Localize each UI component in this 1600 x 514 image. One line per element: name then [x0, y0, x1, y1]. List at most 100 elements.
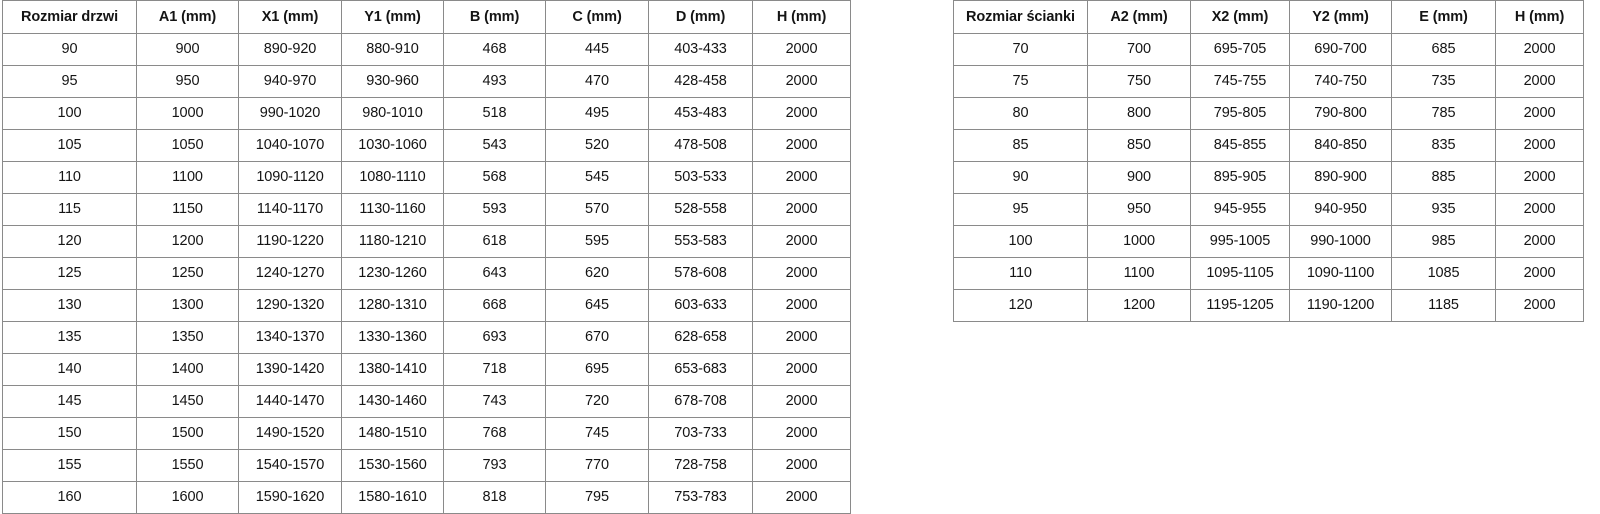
walls-cell: 1090-1100: [1289, 257, 1392, 290]
doors-cell: 1290-1320: [238, 289, 342, 322]
walls-column-header-4: E (mm): [1391, 0, 1496, 34]
walls-cell: 785: [1391, 97, 1496, 130]
walls-cell: 2000: [1495, 257, 1584, 290]
doors-cell: 110: [2, 161, 137, 194]
doors-cell: 503-533: [648, 161, 753, 194]
walls-cell: 700: [1087, 33, 1191, 66]
walls-cell: 735: [1391, 65, 1496, 98]
doors-cell: 770: [545, 449, 649, 482]
doors-cell: 1000: [136, 97, 239, 130]
doors-cell: 2000: [752, 161, 851, 194]
doors-cell: 570: [545, 193, 649, 226]
walls-cell: 800: [1087, 97, 1191, 130]
doors-cell: 880-910: [341, 33, 444, 66]
table-row: 85 850 845-855 840-850 835 2000: [953, 129, 1584, 162]
doors-cell: 930-960: [341, 65, 444, 98]
doors-cell: 1190-1220: [238, 225, 342, 258]
walls-cell: 790-800: [1289, 97, 1392, 130]
doors-cell: 140: [2, 353, 137, 386]
doors-cell: 2000: [752, 65, 851, 98]
doors-cell: 528-558: [648, 193, 753, 226]
doors-cell: 693: [443, 321, 546, 354]
doors-column-header-4: B (mm): [443, 0, 546, 34]
doors-cell: 1490-1520: [238, 417, 342, 450]
walls-cell: 2000: [1495, 289, 1584, 322]
table-header-row: Rozmiar ścianki A2 (mm) X2 (mm) Y2 (mm) E (m…: [953, 0, 1584, 34]
walls-cell: 2000: [1495, 225, 1584, 258]
walls-cell: 940-950: [1289, 193, 1392, 226]
doors-cell: 2000: [752, 385, 851, 418]
walls-cell: 745-755: [1190, 65, 1290, 98]
doors-cell: 668: [443, 289, 546, 322]
walls-cell: 1100: [1087, 257, 1191, 290]
doors-cell: 950: [136, 65, 239, 98]
walls-cell: 995-1005: [1190, 225, 1290, 258]
table-row: 100 1000 990-1020 980-1010 518 495 453-483 2000: [2, 97, 851, 130]
doors-cell: 720: [545, 385, 649, 418]
walls-cell: 110: [953, 257, 1088, 290]
walls-dimensions-table: Rozmiar ścianki A2 (mm) X2 (mm) Y2 (mm) E (m…: [953, 0, 1584, 322]
doors-column-header-1: A1 (mm): [136, 0, 239, 34]
doors-cell: 453-483: [648, 97, 753, 130]
doors-cell: 1350: [136, 321, 239, 354]
doors-cell: 593: [443, 193, 546, 226]
walls-cell: 945-955: [1190, 193, 1290, 226]
doors-cell: 1450: [136, 385, 239, 418]
walls-column-header-0: Rozmiar ścianki: [953, 0, 1088, 34]
table-row: 95 950 940-970 930-960 493 470 428-458 2000: [2, 65, 851, 98]
table-row: 140 1400 1390-1420 1380-1410 718 695 653-683 20…: [2, 353, 851, 386]
walls-cell: 885: [1391, 161, 1496, 194]
doors-cell: 628-658: [648, 321, 753, 354]
doors-cell: 1130-1160: [341, 193, 444, 226]
doors-column-header-2: X1 (mm): [238, 0, 342, 34]
doors-cell: 445: [545, 33, 649, 66]
doors-cell: 478-508: [648, 129, 753, 162]
doors-cell: 745: [545, 417, 649, 450]
doors-cell: 150: [2, 417, 137, 450]
doors-cell: 120: [2, 225, 137, 258]
table-row: 110 1100 1090-1120 1080-1110 568 545 503-533 20…: [2, 161, 851, 194]
doors-cell: 1250: [136, 257, 239, 290]
doors-cell: 578-608: [648, 257, 753, 290]
table-row: 105 1050 1040-1070 1030-1060 543 520 478-508 20…: [2, 129, 851, 162]
table-row: 70 700 695-705 690-700 685 2000: [953, 33, 1584, 66]
table-row: 75 750 745-755 740-750 735 2000: [953, 65, 1584, 98]
walls-cell: 935: [1391, 193, 1496, 226]
doors-cell: 1140-1170: [238, 193, 342, 226]
walls-cell: 950: [1087, 193, 1191, 226]
table-row: 80 800 795-805 790-800 785 2000: [953, 97, 1584, 130]
doors-cell: 1080-1110: [341, 161, 444, 194]
walls-cell: 690-700: [1289, 33, 1392, 66]
doors-cell: 135: [2, 321, 137, 354]
doors-cell: 2000: [752, 225, 851, 258]
doors-cell: 2000: [752, 321, 851, 354]
doors-cell: 2000: [752, 289, 851, 322]
walls-cell: 2000: [1495, 65, 1584, 98]
doors-cell: 145: [2, 385, 137, 418]
doors-cell: 428-458: [648, 65, 753, 98]
walls-cell: 985: [1391, 225, 1496, 258]
doors-cell: 2000: [752, 417, 851, 450]
doors-cell: 1480-1510: [341, 417, 444, 450]
table-row: 130 1300 1290-1320 1280-1310 668 645 603-633 20…: [2, 289, 851, 322]
doors-table-body: 90 900 890-920 880-910 468 445 403-433 2000 95 95…: [2, 33, 851, 514]
table-row: 120 1200 1195-1205 1190-1200 1185 2000: [953, 289, 1584, 322]
doors-cell: 743: [443, 385, 546, 418]
doors-cell: 568: [443, 161, 546, 194]
table-row: 90 900 895-905 890-900 885 2000: [953, 161, 1584, 194]
doors-cell: 1030-1060: [341, 129, 444, 162]
walls-cell: 795-805: [1190, 97, 1290, 130]
walls-cell: 120: [953, 289, 1088, 322]
doors-cell: 1150: [136, 193, 239, 226]
doors-cell: 115: [2, 193, 137, 226]
doors-cell: 795: [545, 481, 649, 514]
doors-cell: 990-1020: [238, 97, 342, 130]
walls-cell: 900: [1087, 161, 1191, 194]
doors-cell: 768: [443, 417, 546, 450]
doors-cell: 670: [545, 321, 649, 354]
doors-cell: 1200: [136, 225, 239, 258]
doors-cell: 1400: [136, 353, 239, 386]
doors-cell: 818: [443, 481, 546, 514]
walls-cell: 1095-1105: [1190, 257, 1290, 290]
